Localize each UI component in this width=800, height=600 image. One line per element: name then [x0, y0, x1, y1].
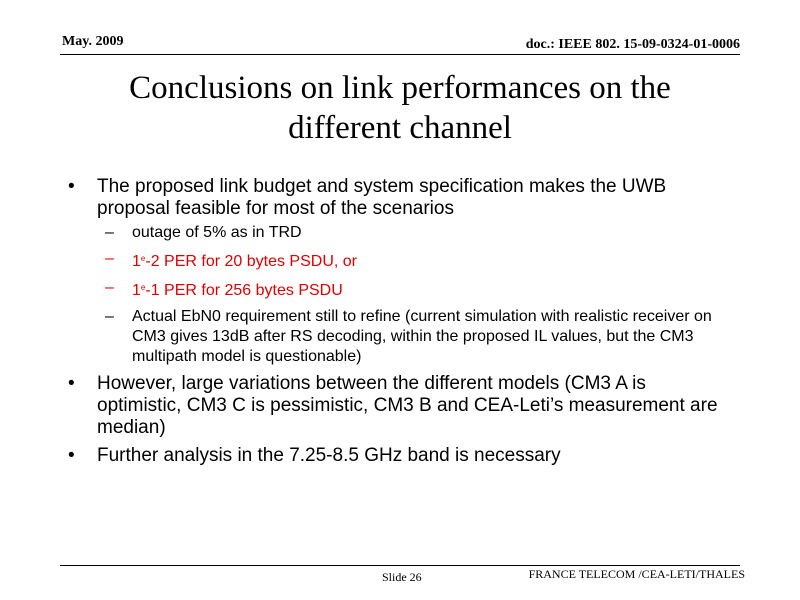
bullet-list: • The proposed link budget and system sp… — [62, 176, 732, 473]
bullet-marker: • — [68, 445, 75, 466]
bullet-marker: • — [68, 373, 75, 394]
sub-bullet-item: – outage of 5% as in TRD — [97, 223, 732, 243]
header-doc-id: doc.: IEEE 802. 15-09-0324-01-0006 — [525, 37, 740, 52]
sub-bullet-marker: – — [105, 224, 114, 241]
sub-bullet-item: – 1e-1 PER for 256 bytes PSDU — [97, 278, 732, 301]
header-date: May. 2009 — [62, 34, 124, 49]
bullet-item: • The proposed link budget and system sp… — [62, 176, 732, 367]
header-divider — [60, 54, 740, 55]
per-value-digit: 1 — [132, 282, 141, 299]
sub-bullet-item: – Actual EbN0 requirement still to refin… — [97, 307, 732, 367]
slide-title-line-1: Conclusions on link performances on the — [129, 70, 671, 106]
per-value-rest: -2 PER for 20 bytes PSDU, or — [145, 253, 357, 270]
sub-bullet-marker: – — [105, 250, 114, 267]
sub-bullet-text: 1e-1 PER for 256 bytes PSDU — [132, 282, 343, 299]
sub-bullet-text: outage of 5% as in TRD — [132, 224, 302, 241]
footer-organization: FRANCE TELECOM /CEA-LETI/THALES — [528, 567, 745, 581]
slide-title: Conclusions on link performances on the … — [60, 68, 740, 148]
sub-bullet-list: – outage of 5% as in TRD – 1e-2 PER for … — [97, 223, 732, 367]
slide-title-line-2: different channel — [288, 110, 512, 146]
per-value-rest: -1 PER for 256 bytes PSDU — [145, 282, 343, 299]
slide-number: Slide 26 — [382, 570, 422, 584]
per-value-exponent: e — [140, 254, 146, 263]
bullet-marker: • — [68, 176, 75, 197]
bullet-text: The proposed link budget and system spec… — [97, 176, 667, 219]
sub-bullet-marker: – — [105, 279, 114, 296]
per-value-exponent: e — [140, 283, 146, 292]
bullet-text: However, large variations between the di… — [97, 373, 718, 438]
per-value-digit: 1 — [132, 253, 141, 270]
bullet-item: • Further analysis in the 7.25-8.5 GHz b… — [62, 445, 732, 467]
footer-divider — [60, 565, 740, 566]
sub-bullet-text: 1e-2 PER for 20 bytes PSDU, or — [132, 253, 357, 270]
sub-bullet-text: Actual EbN0 requirement still to refine … — [132, 308, 712, 365]
bullet-text: Further analysis in the 7.25-8.5 GHz ban… — [97, 445, 561, 466]
sub-bullet-marker: – — [105, 308, 114, 325]
sub-bullet-item: – 1e-2 PER for 20 bytes PSDU, or — [97, 249, 732, 272]
bullet-item: • However, large variations between the … — [62, 373, 732, 439]
